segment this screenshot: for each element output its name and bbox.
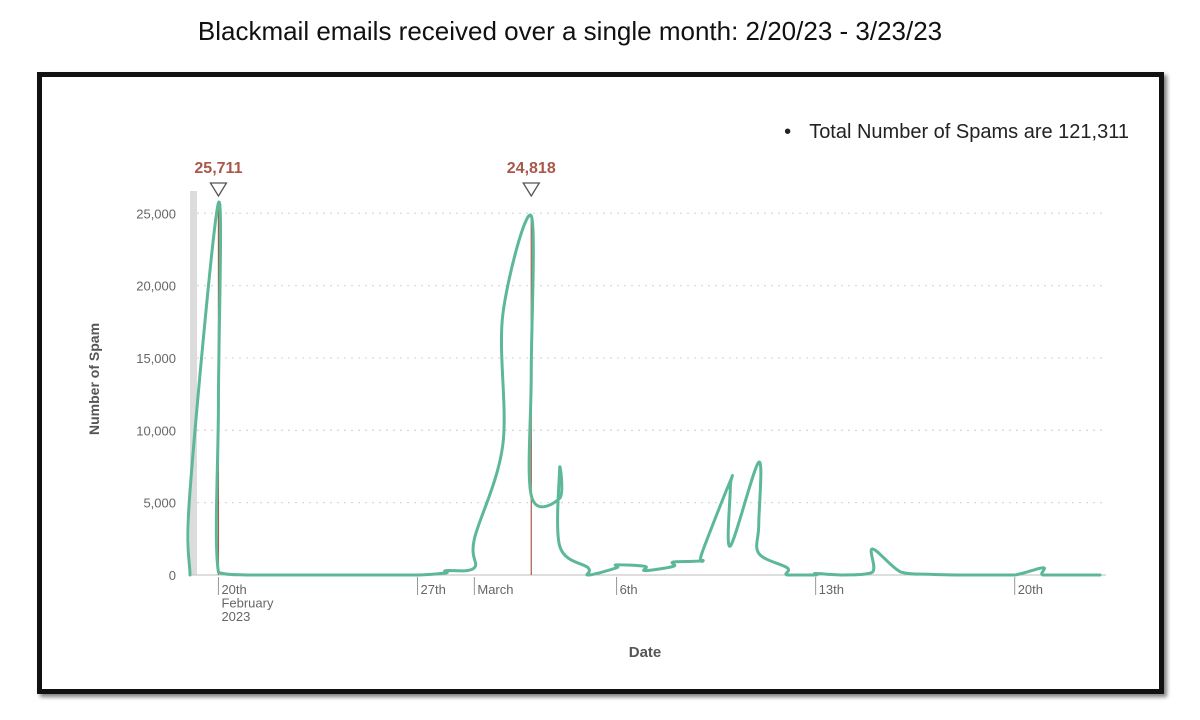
x-tick-label: 6th: [620, 582, 638, 597]
x-tick-label: 27th: [421, 582, 446, 597]
x-tick-label: 20th: [221, 582, 246, 597]
peak-triangle-icon: [209, 182, 228, 198]
x-tick-label: 20th: [1018, 582, 1043, 597]
peak-label: 25,711: [194, 160, 242, 177]
spam-series-line: [186, 200, 1102, 577]
peak-label: 24,818: [507, 160, 556, 177]
x-tick-label: 13th: [819, 582, 844, 597]
page-title: Blackmail emails received over a single …: [197, 16, 943, 46]
total-spam-note: • Total Number of Spams are 121,311: [784, 121, 1129, 144]
bullet-icon: •: [784, 121, 792, 143]
total-spam-text: Total Number of Spams are 121,311: [809, 121, 1129, 143]
y-tick-label: 5,000: [143, 496, 176, 511]
left-shade-band: [190, 191, 197, 575]
x-axis-title: Date: [629, 644, 662, 661]
line-chart: 05,00010,00015,00020,00025,00020thFebrua…: [86, 160, 1106, 661]
y-tick-label: 10,000: [136, 423, 176, 438]
x-tick-label: March: [477, 582, 513, 597]
chart-frame: 0 5,000 10,000 15,000 20,000 25,000 20th Februa…: [37, 72, 1164, 694]
x-tick-label: 2023: [221, 609, 250, 624]
y-tick-label: 15,000: [136, 351, 176, 366]
y-tick-label: 0: [169, 568, 176, 583]
peak-triangle-icon: [522, 182, 541, 198]
y-tick-label: 25,000: [136, 206, 176, 221]
y-axis-title: Number of Spam: [86, 323, 102, 435]
x-tick-label: February: [221, 596, 274, 611]
y-tick-label: 20,000: [136, 279, 176, 294]
